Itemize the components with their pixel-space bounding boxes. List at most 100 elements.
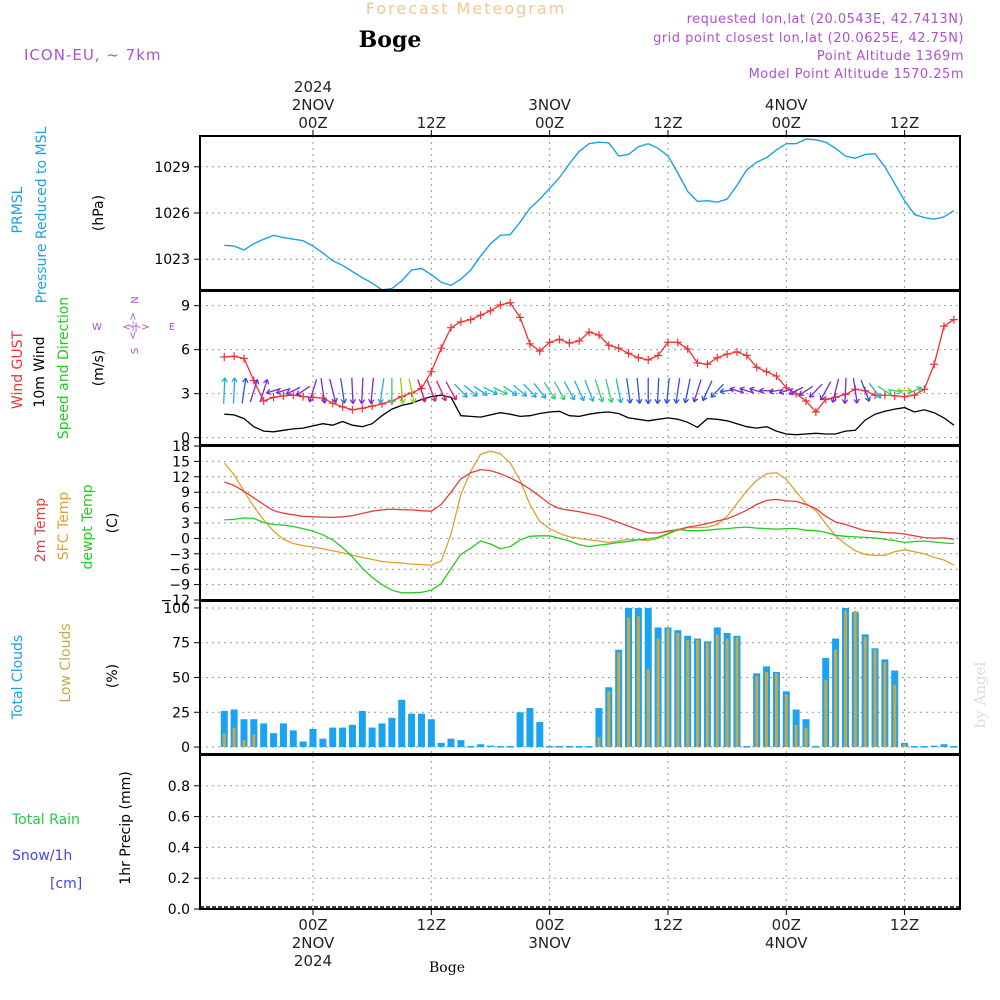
wind-arrow-shaft	[656, 377, 660, 404]
wind-arrow-head	[263, 378, 270, 385]
wind-arrow-shaft	[463, 384, 478, 397]
y-tick-label: −9	[169, 578, 190, 594]
wind-arrow-head	[788, 389, 795, 396]
wind-arrow-head	[559, 394, 566, 401]
y-tick-label: −12	[160, 593, 190, 609]
total-cloud-bar	[447, 738, 455, 748]
y-tick-label: 1026	[154, 206, 190, 222]
clouds-unit: (%)	[105, 664, 121, 688]
pressure-line	[224, 138, 955, 291]
gust-marker	[821, 395, 830, 404]
bottom-time-label: 2024	[294, 952, 332, 970]
wind-arrow-head	[521, 391, 528, 397]
wind-speed-line	[224, 394, 955, 436]
low-cloud-bar	[755, 676, 759, 748]
wind-arrow-head	[875, 393, 882, 399]
wind-arrow	[493, 386, 508, 396]
wind-arrow	[388, 377, 396, 405]
total-cloud-bar	[910, 746, 918, 748]
compass-s: S	[130, 348, 141, 354]
gust-marker	[525, 339, 534, 348]
data-layer	[200, 138, 960, 908]
wind-arrow-head	[819, 394, 826, 401]
wind-arrow	[778, 387, 794, 395]
low-cloud-bar	[656, 638, 660, 748]
wind-arrow-head	[368, 398, 375, 404]
total-cloud-bar	[565, 746, 573, 748]
wind-arrow	[729, 386, 745, 394]
top-time-label: 12Z	[653, 114, 682, 132]
gust-marker	[811, 408, 820, 416]
low-cloud-bar	[715, 634, 719, 748]
wind-arrow	[798, 385, 814, 396]
gust-marker	[486, 306, 495, 315]
gust-marker	[940, 322, 949, 331]
wind-arrow-head	[349, 399, 357, 405]
gust-marker	[299, 392, 308, 401]
wind-arrow	[701, 380, 713, 402]
wind-arrow-head	[645, 399, 652, 405]
total-cloud-bar	[279, 723, 287, 748]
top-time-label: 12Z	[890, 114, 919, 132]
wind-arrow-head	[798, 390, 805, 396]
low-cloud-bar	[666, 628, 670, 748]
grid-point-coords: grid point closest lon,lat (20.0625E, 42…	[653, 31, 964, 46]
wind-arrow-head	[242, 377, 249, 384]
wind-arrow-head	[377, 398, 384, 404]
y-tick-label: 0	[181, 531, 190, 547]
y-tick-label: 15	[172, 454, 190, 470]
wind-arrow-shaft	[710, 383, 724, 398]
y-tick-label: 6	[181, 343, 190, 359]
pressure-unit: (hPa)	[91, 195, 107, 231]
y-tick-label: 0.8	[168, 779, 190, 795]
wind-arrow	[249, 378, 260, 403]
wind-arrow	[830, 378, 840, 403]
wind-arrow-shaft	[533, 382, 547, 399]
wind-arrow-shaft	[276, 387, 291, 394]
wind-arrow-head	[636, 398, 643, 404]
wind-arrow-head	[778, 388, 785, 395]
gust-marker	[673, 338, 682, 347]
total-cloud-bar	[319, 738, 327, 748]
total-cloud-bar	[270, 733, 278, 748]
total-cloud-bar	[506, 746, 514, 748]
precip-axis-label: 1hr Precip (mm)	[118, 771, 134, 884]
wind-arrow-shaft	[584, 379, 594, 402]
bottom-time-label: 00Z	[772, 916, 801, 934]
bottom-time-label: 12Z	[890, 916, 919, 934]
y-tick-label: 3	[181, 516, 190, 532]
low-cloud-bar	[893, 684, 897, 748]
y-tick-label: 75	[172, 636, 190, 652]
wind-arrow-shaft	[320, 378, 326, 404]
footer-location: Boge	[429, 960, 465, 976]
precip-cm-label: [cm]	[50, 876, 82, 892]
low-cloud-bar	[873, 649, 877, 748]
temp-sfc-label: SFC Temp	[56, 492, 72, 561]
bottom-time-label: 00Z	[298, 916, 327, 934]
gust-marker	[900, 392, 909, 401]
wind-arrow-shaft	[259, 379, 268, 403]
wind-arrow-shaft	[594, 379, 604, 403]
total-cloud-bar	[940, 744, 948, 748]
gust-marker	[496, 300, 505, 309]
low-cloud-bar	[686, 639, 690, 748]
low-cloud-bar	[222, 733, 226, 748]
low-cloud-bar	[232, 727, 236, 748]
wind-arrow	[692, 379, 702, 403]
wind-arrow-head	[663, 398, 671, 404]
total-cloud-bar	[526, 708, 534, 748]
gust-marker	[594, 331, 603, 339]
low-cloud-bar	[784, 694, 788, 748]
low-cloud-bar	[804, 727, 808, 748]
wind-arrow-shaft	[809, 383, 823, 398]
top-time-label: 12Z	[417, 114, 446, 132]
model-altitude: Model Point Altitude 1570.25m	[749, 67, 964, 82]
compass-w: W	[92, 322, 102, 333]
wind-arrow	[513, 384, 528, 397]
low-cloud-bar	[636, 616, 640, 748]
wind-arrow-shaft	[605, 378, 613, 403]
wind-arrow-head	[340, 398, 348, 404]
wind-arrow-head	[864, 396, 871, 402]
bottom-time-label: 00Z	[535, 916, 564, 934]
low-cloud-bar	[863, 637, 867, 748]
